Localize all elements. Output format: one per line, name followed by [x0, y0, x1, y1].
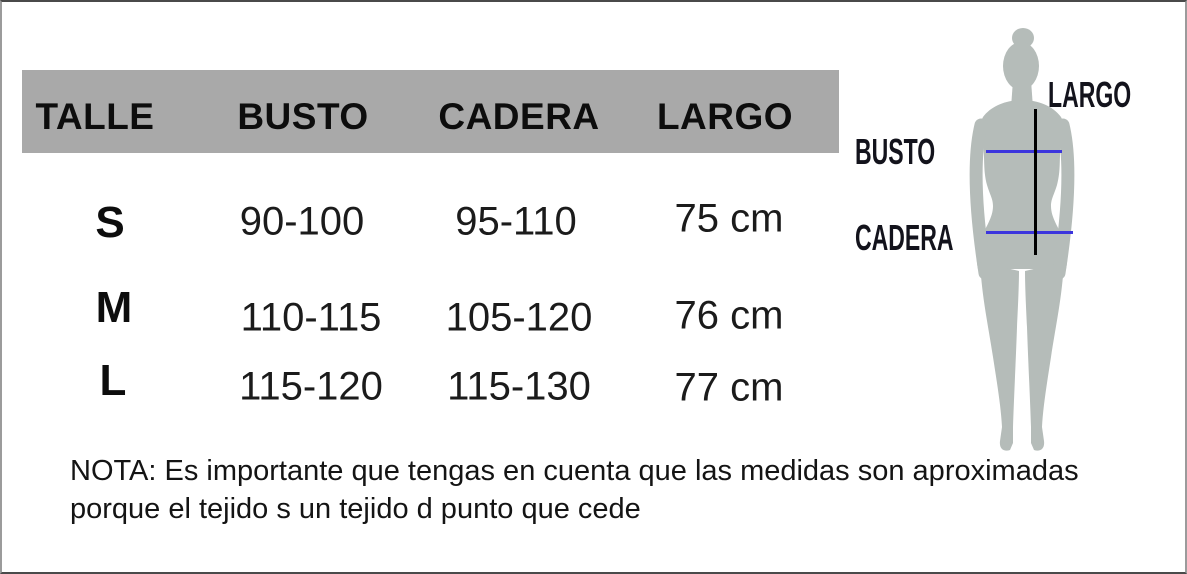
- size-l-largo: 77 cm: [674, 365, 784, 410]
- left-arm-shape: [969, 118, 992, 280]
- length-measure-line: [1034, 109, 1037, 255]
- size-s-busto: 90-100: [239, 199, 365, 244]
- table-header-band: [22, 70, 839, 153]
- right-arm-shape: [1052, 118, 1075, 280]
- hip-measure-line: [986, 231, 1073, 234]
- size-m-label: M: [95, 283, 133, 332]
- head-shape: [1003, 42, 1039, 90]
- size-s-cadera: 95-110: [455, 199, 577, 244]
- left-leg-shape: [980, 262, 1019, 451]
- note: NOTA: Es importante que tengas en cuenta…: [70, 452, 1079, 528]
- bust-measure-line: [986, 150, 1062, 153]
- header-largo: LARGO: [656, 96, 794, 137]
- right-leg-shape: [1025, 262, 1064, 451]
- cadera-label: CADERA: [855, 217, 954, 258]
- note-line-2: porque el tejido s un tejido d punto que…: [70, 493, 641, 525]
- size-m-largo: 76 cm: [674, 293, 784, 338]
- busto-label: BUSTO: [855, 131, 936, 172]
- woman-silhouette: [969, 28, 1075, 451]
- size-s-largo: 75 cm: [674, 196, 784, 241]
- size-l-label: L: [99, 356, 127, 405]
- size-m-cadera: 105-120: [445, 295, 593, 340]
- note-line-1: NOTA: Es importante que tengas en cuenta…: [70, 455, 1079, 487]
- woman-silhouette-figure: [969, 28, 1075, 451]
- largo-label: LARGO: [1048, 74, 1132, 115]
- header-talle: TALLE: [35, 96, 155, 137]
- header-cadera: CADERA: [438, 96, 600, 137]
- torso-shape: [976, 100, 1068, 269]
- size-l-cadera: 115-130: [447, 364, 591, 409]
- size-s-label: S: [95, 198, 125, 247]
- size-m-busto: 110-115: [240, 295, 382, 340]
- size-l-busto: 115-120: [239, 364, 383, 409]
- header-busto: BUSTO: [237, 96, 369, 137]
